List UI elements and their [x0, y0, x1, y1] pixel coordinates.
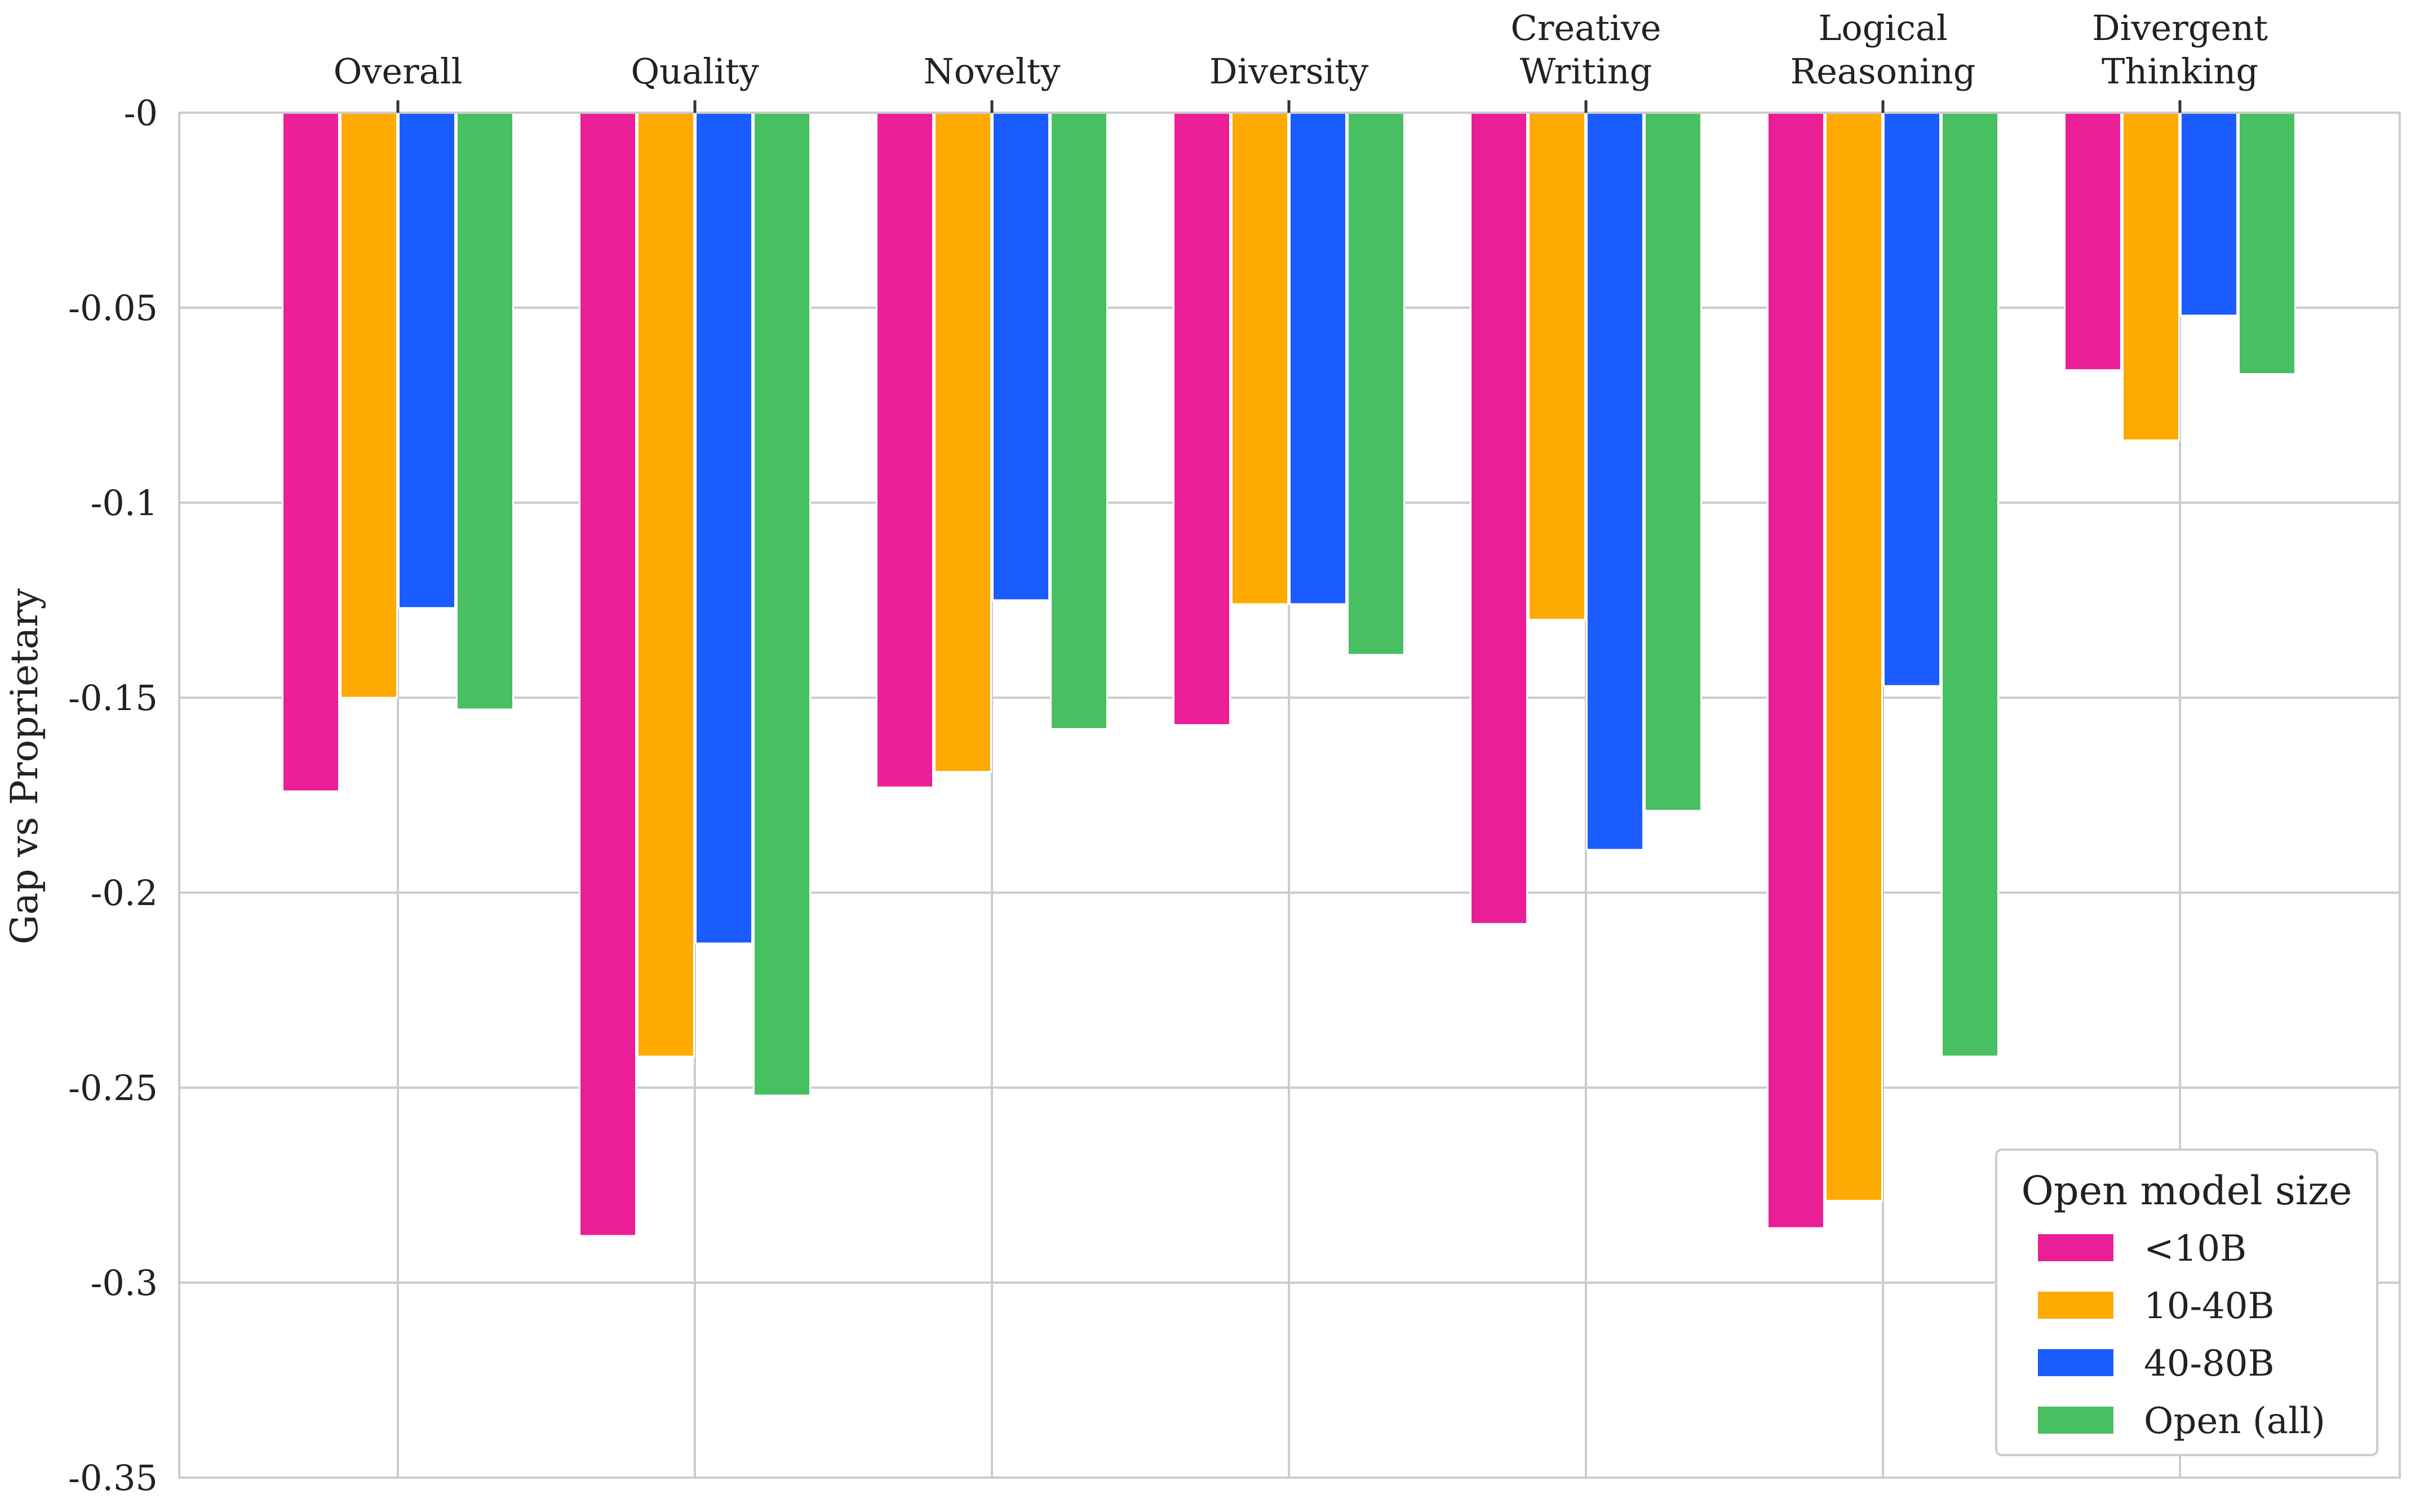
bar	[1289, 112, 1347, 605]
bar	[1528, 112, 1586, 621]
legend-swatch	[2038, 1234, 2113, 1261]
bar	[1941, 112, 1999, 1058]
legend-title: Open model size	[2022, 1168, 2352, 1214]
x-category-label: Diversity	[1209, 51, 1368, 92]
legend-swatch	[2038, 1407, 2113, 1434]
x-category-label: Logical	[1818, 7, 1948, 48]
x-category-label: Novelty	[923, 51, 1060, 92]
bar	[282, 112, 340, 792]
x-category-label: Quality	[631, 51, 759, 92]
y-tick-label: -0.25	[68, 1067, 158, 1108]
y-tick-label: -0.35	[68, 1457, 158, 1498]
bar	[340, 112, 398, 699]
y-tick-label: -0.3	[90, 1262, 158, 1303]
x-category-label: Creative	[1510, 7, 1661, 48]
bar	[2180, 112, 2238, 317]
y-tick-label: -0	[124, 92, 158, 134]
x-category-label: Reasoning	[1790, 51, 1976, 92]
bar	[1231, 112, 1289, 605]
bar	[1050, 112, 1108, 730]
x-category-label: Writing	[1520, 51, 1652, 92]
bar	[2238, 112, 2296, 375]
bar	[1470, 112, 1528, 925]
legend-item-label: 10-40B	[2144, 1285, 2275, 1327]
bar	[992, 112, 1050, 601]
x-category-label: Overall	[334, 51, 463, 92]
bar	[934, 112, 992, 773]
legend-item-label: 40-80B	[2144, 1343, 2275, 1385]
bar	[1173, 112, 1231, 726]
bar	[876, 112, 934, 788]
legend: Open model size <10B 10-40B 40-80B Open (al…	[1995, 1149, 2378, 1456]
bar	[695, 112, 753, 945]
bar	[579, 112, 637, 1237]
bar	[1883, 112, 1941, 687]
bar	[2122, 112, 2180, 441]
x-category-label: Thinking	[2102, 51, 2258, 92]
bar	[1644, 112, 1702, 812]
bar	[2064, 112, 2122, 371]
legend-box	[1995, 1149, 2378, 1456]
legend-swatch	[2038, 1349, 2113, 1376]
bar	[1586, 112, 1644, 851]
bar	[1347, 112, 1405, 656]
y-tick-label: -0.05	[68, 287, 158, 329]
bar	[1767, 112, 1825, 1229]
bar	[753, 112, 811, 1097]
y-tick-label: -0.1	[90, 482, 158, 524]
y-tick-label: -0.2	[90, 872, 158, 914]
legend-item-label: Open (all)	[2144, 1400, 2325, 1442]
bar	[1825, 112, 1883, 1202]
x-category-label: Divergent	[2092, 7, 2268, 48]
legend-swatch	[2038, 1292, 2113, 1319]
legend-item-label: <10B	[2144, 1228, 2246, 1270]
bar	[456, 112, 514, 711]
y-tick-label: -0.15	[68, 677, 158, 719]
y-axis-title: Gap vs Proprietary	[3, 588, 46, 945]
bar	[398, 112, 456, 609]
bar	[637, 112, 695, 1058]
